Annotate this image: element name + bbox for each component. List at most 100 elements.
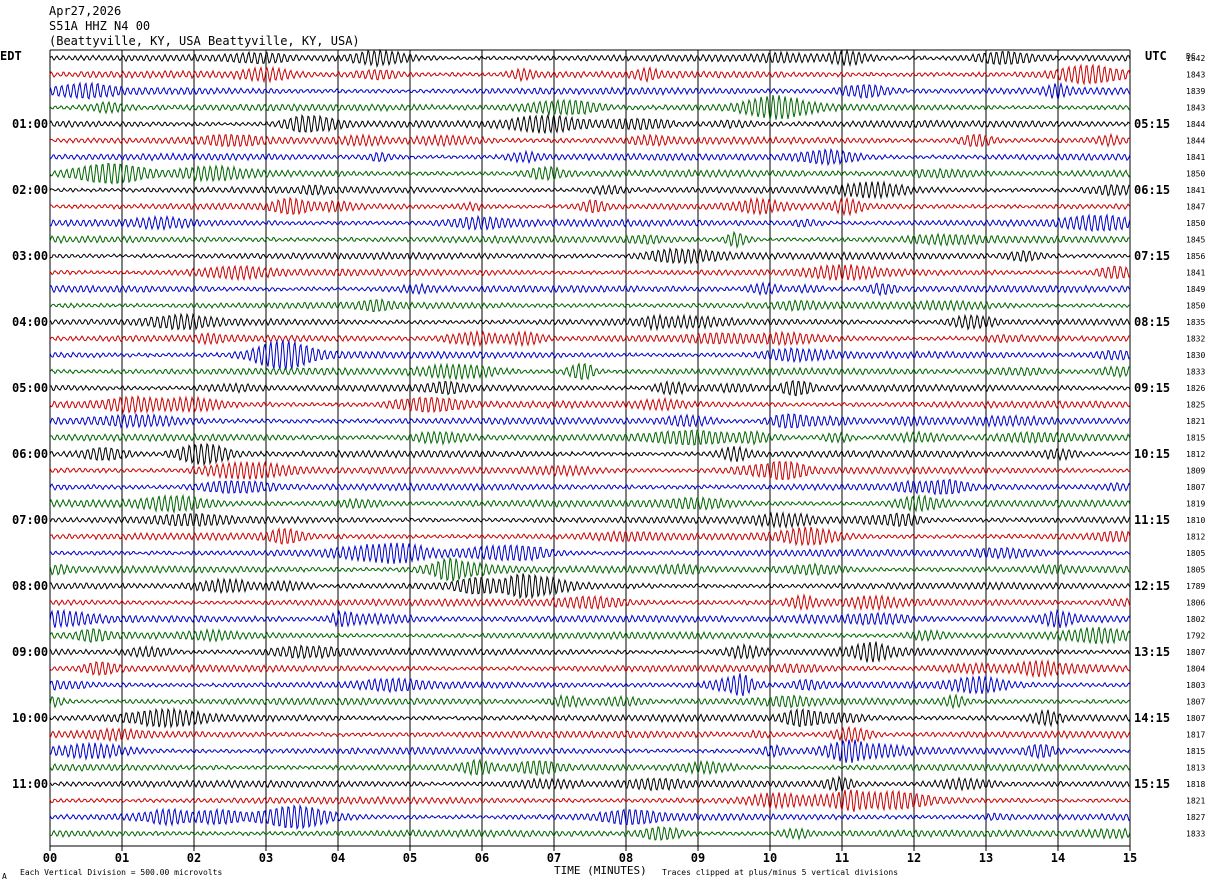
trace-line [49, 340, 1131, 370]
trace-line [49, 81, 1131, 100]
trace-line [49, 758, 1131, 777]
trace-line [49, 213, 1131, 233]
x-axis-title: TIME (MINUTES) [554, 864, 647, 877]
x-tick-labels: 00 01 02 03 04 05 06 07 08 09 10 11 12 13 14 15 [43, 851, 1137, 865]
dc-offset-label: 1821 [1186, 417, 1205, 426]
right-hour-label: 14:15 [1134, 711, 1170, 725]
right-hour-label: 08:15 [1134, 315, 1170, 329]
dc-offset-label: 1819 [1186, 500, 1205, 509]
dc-offset-label: 1792 [1186, 632, 1205, 641]
trace-line [49, 478, 1131, 496]
trace-line [49, 63, 1131, 86]
dc-offset-label: 1850 [1186, 302, 1205, 311]
dc-offset-label: 1815 [1186, 434, 1205, 443]
right-hour-labels: 05:15 06:15 07:15 08:15 09:15 10:15 11:15 12:15… [1134, 117, 1170, 791]
trace-line [49, 394, 1131, 415]
trace-line [49, 526, 1131, 547]
dc-offset-label: 1807 [1186, 648, 1205, 657]
trace-line [49, 429, 1131, 446]
trace-line [49, 542, 1131, 564]
x-tick-label: 08 [619, 851, 633, 865]
left-hour-label: 02:00 [12, 183, 48, 197]
trace-line [49, 641, 1131, 663]
dc-offset-label: 1843 [1186, 104, 1205, 113]
right-hour-label: 05:15 [1134, 117, 1170, 131]
x-tick-label: 04 [331, 851, 345, 865]
dc-offset-label: 1843 [1186, 71, 1205, 80]
trace-line [49, 379, 1131, 397]
x-tick-label: 11 [835, 851, 849, 865]
dc-offset-label: 1850 [1186, 170, 1205, 179]
dc-offset-label: 1827 [1186, 813, 1205, 822]
dc-offset-label: 1841 [1186, 186, 1205, 195]
dc-offset-label: 1842 [1186, 54, 1205, 63]
dc-offset-label: 1805 [1186, 566, 1205, 575]
trace-line [49, 593, 1131, 612]
dc-offset-label: 1817 [1186, 731, 1205, 740]
trace-line [49, 442, 1131, 467]
trace-line [49, 312, 1131, 332]
trace-line [49, 693, 1131, 710]
dc-offset-label: 1821 [1186, 797, 1205, 806]
dc-offset-label: 1832 [1186, 335, 1205, 344]
x-tick-label: 05 [403, 851, 417, 865]
dc-offset-label: 1806 [1186, 599, 1205, 608]
trace-line [49, 493, 1131, 514]
right-timezone-label: UTC [1145, 49, 1167, 63]
dc-offset-label: 1844 [1186, 120, 1205, 129]
dc-offset-label: 1847 [1186, 203, 1205, 212]
left-hour-label: 06:00 [12, 447, 48, 461]
dc-offset-label: 1841 [1186, 269, 1205, 278]
trace-line [49, 739, 1131, 763]
dc-offset-label: 1825 [1186, 401, 1205, 410]
x-tick-label: 15 [1123, 851, 1137, 865]
right-hour-label: 07:15 [1134, 249, 1170, 263]
left-hour-label: 05:00 [12, 381, 48, 395]
trace-line [49, 132, 1131, 148]
trace-line [49, 460, 1131, 481]
right-hour-label: 15:15 [1134, 777, 1170, 791]
left-hour-label: 03:00 [12, 249, 48, 263]
right-hour-label: 11:15 [1134, 513, 1170, 527]
x-tick-label: 14 [1051, 851, 1065, 865]
trace-line [49, 573, 1131, 600]
dc-offset-label: 1818 [1186, 780, 1205, 789]
dc-offset-label: 1844 [1186, 137, 1205, 146]
dc-header-label: DC [1186, 52, 1196, 61]
trace-line [49, 659, 1131, 679]
dc-offset-label: 1833 [1186, 830, 1205, 839]
dc-offset-label: 1835 [1186, 318, 1205, 327]
x-tick-label: 03 [259, 851, 273, 865]
dc-offset-label: 1813 [1186, 764, 1205, 773]
dc-offset-label: 1826 [1186, 384, 1205, 393]
trace-line [49, 775, 1131, 794]
trace-line [49, 826, 1131, 841]
dc-offset-label: 1805 [1186, 549, 1205, 558]
left-hour-label: 04:00 [12, 315, 48, 329]
trace-line [49, 329, 1131, 348]
trace-line [49, 789, 1131, 812]
dc-offset-label: 1812 [1186, 450, 1205, 459]
dc-offset-label: 1833 [1186, 368, 1205, 377]
trace-group [49, 48, 1131, 841]
trace-line [49, 48, 1131, 69]
header-date: Apr27,2026 [49, 4, 121, 18]
corner-mark: A [2, 872, 7, 881]
trace-line [49, 412, 1131, 429]
trace-line [49, 608, 1131, 629]
grid-lines [49, 49, 1131, 851]
header-location: (Beattyville, KY, USA Beattyville, KY, U… [49, 34, 360, 48]
trace-line [49, 281, 1131, 297]
trace-line [49, 247, 1131, 265]
x-tick-label: 09 [691, 851, 705, 865]
x-tick-label: 06 [475, 851, 489, 865]
trace-line [49, 673, 1131, 697]
trace-line [49, 230, 1131, 249]
left-hour-label: 09:00 [12, 645, 48, 659]
dc-offset-labels: 1842 1843 1839 1843 1844 1844 1841 1850 1841 1847… [1186, 54, 1205, 839]
dc-offset-label: 1803 [1186, 681, 1205, 690]
left-hour-label: 07:00 [12, 513, 48, 527]
right-hour-label: 12:15 [1134, 579, 1170, 593]
clip-note: Traces clipped at plus/minus 5 vertical … [662, 868, 898, 877]
